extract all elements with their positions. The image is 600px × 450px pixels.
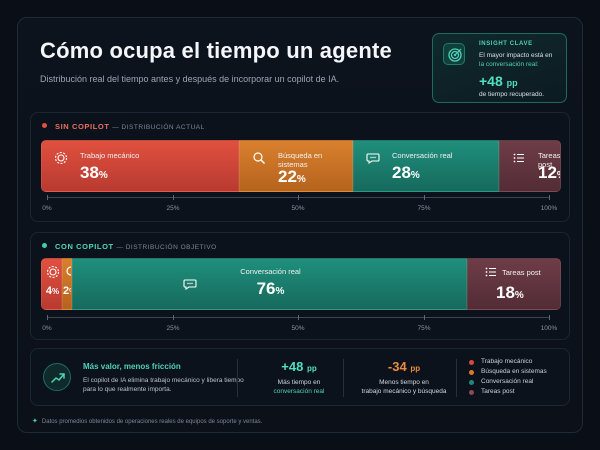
list-icon — [484, 265, 498, 284]
panel-con-copilot: CON COPILOT — DISTRIBUCIÓN OBJETIVO 4%2%… — [30, 232, 570, 340]
tick-label: 75% — [417, 325, 431, 332]
list-icon — [512, 151, 526, 170]
data-label: 12% — [538, 163, 560, 182]
insight-card: INSIGHT CLAVE El mayor impacto está en l… — [432, 33, 567, 103]
axis-tick — [173, 315, 174, 320]
tick-label: 25% — [166, 325, 180, 332]
tick-label: 75% — [417, 205, 431, 212]
bar-segment: 4% — [41, 258, 62, 310]
tick-label: 0% — [42, 325, 52, 332]
data-label: 4% — [45, 285, 60, 297]
data-label: 22% — [278, 167, 306, 186]
tick-label: 0% — [42, 205, 52, 212]
axis-tick — [424, 315, 425, 320]
axis-tick — [298, 315, 299, 320]
stacked-bar-sin: Trabajo mecánico 38% Búsqueda en sistemas 2… — [41, 140, 561, 192]
page-subtitle: Distribución real del tiempo antes y des… — [40, 74, 340, 84]
footnote: ✦ Datos promedios obtenidos de operacione… — [32, 418, 263, 425]
segment-label: Búsqueda en sistemas — [278, 151, 323, 169]
chat-icon — [366, 151, 380, 170]
kpi-conversation: +48 pp Más tiempo en conversación real — [273, 359, 325, 395]
panel-sin-copilot: SIN COPILOT — DISTRIBUCIÓN ACTUAL Trabaj… — [30, 112, 570, 222]
summary-text: El copilot de IA elimina trabajo mecánic… — [83, 377, 244, 393]
series-dot-sin — [42, 123, 47, 128]
gear-icon — [54, 151, 68, 170]
legend-item: Búsqueda en sistemas — [469, 368, 547, 378]
axis-tick — [173, 195, 174, 200]
tick-label: 25% — [166, 205, 180, 212]
legend-item: Trabajo mecánico — [469, 358, 547, 368]
axis-tick — [549, 195, 550, 200]
data-label: 18% — [496, 283, 524, 302]
bar-segment: Conversación real 28% — [353, 140, 499, 192]
insight-line1: El mayor impacto está en — [479, 52, 553, 59]
series-dot-con — [42, 243, 47, 248]
axis-tick — [298, 195, 299, 200]
data-label: 38% — [80, 163, 108, 182]
series-label-con: CON COPILOT — DISTRIBUCIÓN OBJETIVO — [42, 242, 217, 251]
divider — [343, 359, 344, 397]
sparkle-icon: ✦ — [32, 418, 38, 425]
x-axis-con: 0% 25% 50% 75% 100% — [42, 315, 557, 335]
data-label: 2% — [63, 285, 71, 297]
segment-label: Tareas post — [502, 268, 541, 277]
axis-tick — [47, 315, 48, 320]
bar-segment: Búsqueda en sistemas 22% — [239, 140, 353, 192]
insight-line2: la conversación real: — [479, 61, 539, 68]
divider — [237, 359, 238, 397]
x-axis-sin: 0% 25% 50% 75% 100% — [42, 195, 557, 215]
chat-icon — [182, 277, 197, 296]
page-title: Cómo ocupa el tiempo un agente — [40, 38, 392, 63]
axis-tick — [424, 195, 425, 200]
bar-segment: Tareas post 18% — [467, 258, 561, 310]
insight-value: +48 pp — [479, 73, 518, 89]
segment-label: Conversación real — [240, 267, 301, 276]
trend-up-icon — [43, 363, 71, 391]
segment-label: Tareas post — [538, 151, 561, 169]
stacked-bar-con: 4%2% Conversación real 76% Tareas post 18% — [41, 258, 561, 310]
tick-label: 100% — [540, 205, 558, 212]
summary-panel: Más valor, menos fricción El copilot de … — [30, 348, 570, 406]
target-icon — [443, 43, 465, 65]
bar-segment: Trabajo mecánico 38% — [41, 140, 239, 192]
bar-segment: Conversación real 76% — [72, 258, 467, 310]
legend: Trabajo mecánico Búsqueda en sistemas Co… — [469, 358, 547, 398]
segment-label: Conversación real — [392, 151, 453, 160]
summary-title: Más valor, menos fricción — [83, 362, 181, 371]
legend-item: Tareas post — [469, 388, 547, 398]
bar-segment: 2% — [62, 258, 72, 310]
kpi-mechanical: -34 pp Menos tiempo en trabajo mecánico … — [361, 359, 447, 395]
gear-icon — [46, 265, 60, 284]
segment-label: Trabajo mecánico — [80, 151, 140, 160]
series-label-sin: SIN COPILOT — DISTRIBUCIÓN ACTUAL — [42, 122, 205, 131]
search-icon — [252, 151, 266, 170]
tick-label: 50% — [291, 325, 305, 332]
axis-tick — [47, 195, 48, 200]
data-label: 28% — [392, 163, 420, 182]
axis-tick — [549, 315, 550, 320]
tick-label: 50% — [291, 205, 305, 212]
search-icon — [65, 265, 71, 284]
insight-kicker: INSIGHT CLAVE — [479, 41, 533, 47]
tick-label: 100% — [540, 325, 558, 332]
data-label: 76% — [256, 279, 285, 298]
insight-line3: de tiempo recuperado. — [479, 91, 545, 98]
legend-item: Conversación real — [469, 378, 547, 388]
divider — [456, 359, 457, 397]
